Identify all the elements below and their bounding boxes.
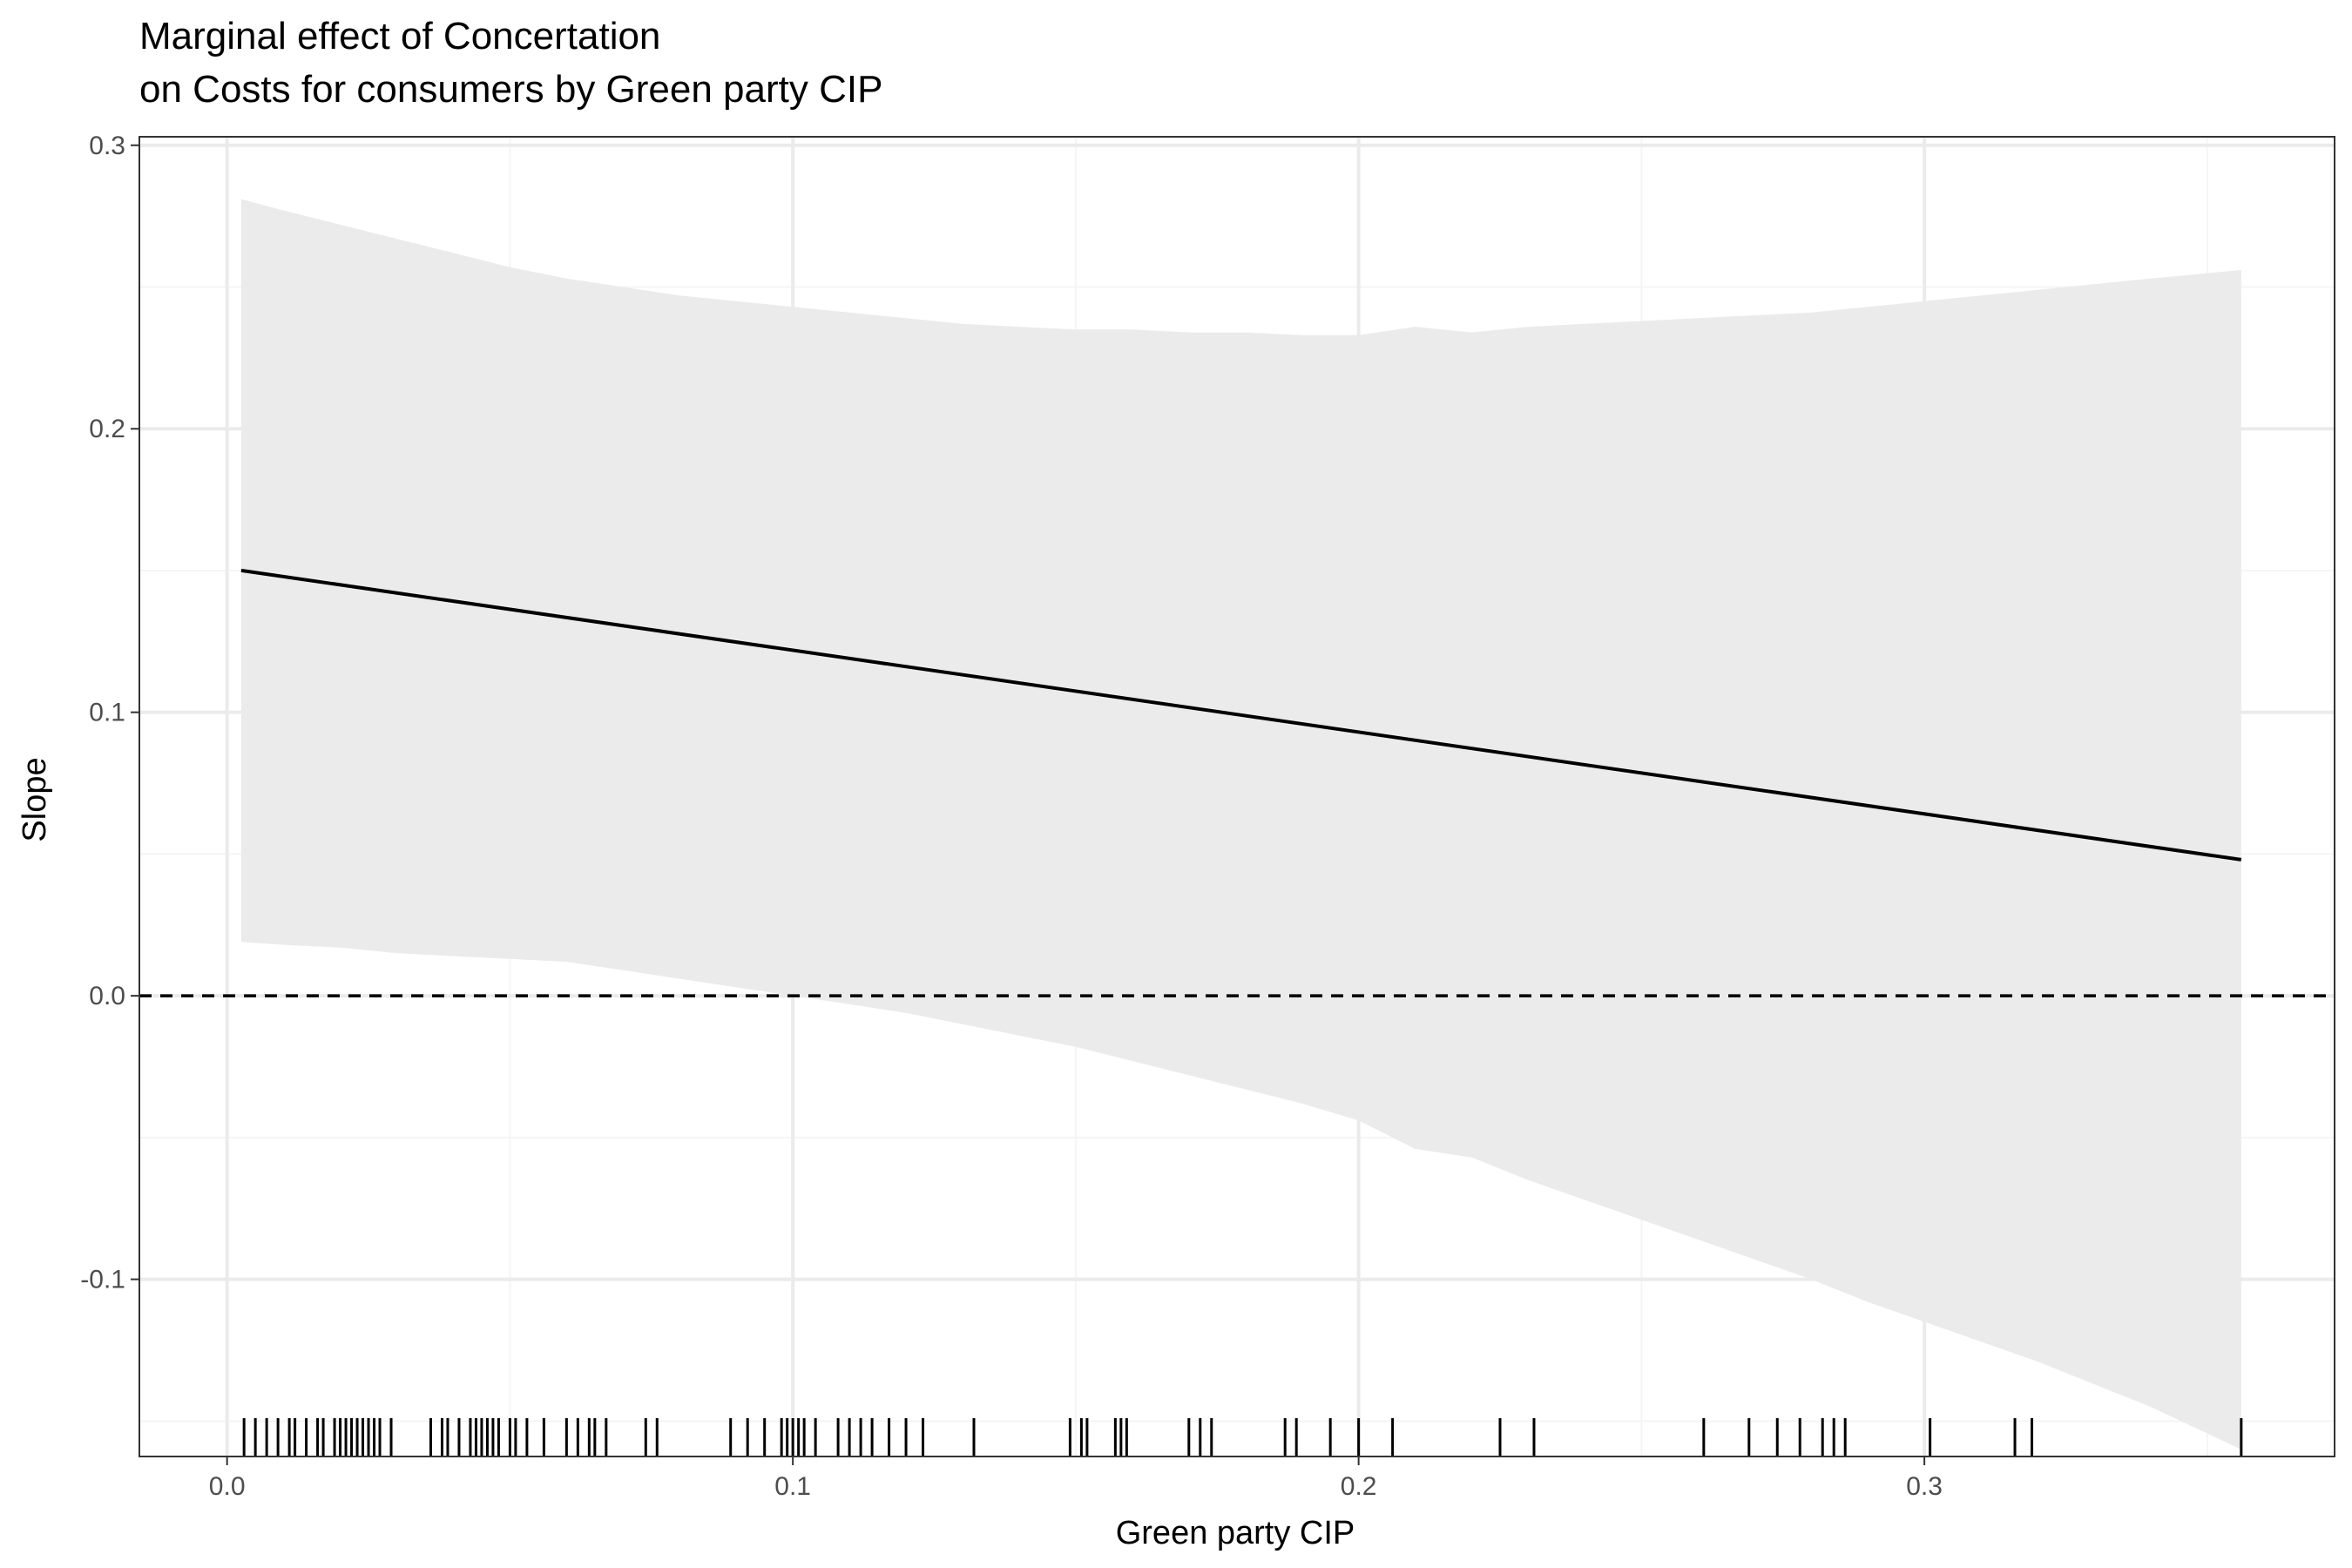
chart-subtitle: on Costs for consumers by Green party CI…	[139, 68, 882, 111]
y-tick-label: 0.1	[89, 699, 125, 727]
y-tick-label: 0.0	[89, 982, 125, 1010]
y-tick-label: 0.2	[89, 415, 125, 443]
rug-marks	[242, 1418, 2243, 1456]
y-tick-label: -0.1	[80, 1266, 125, 1294]
y-tick-label: 0.3	[89, 132, 125, 160]
x-tick-label: 0.0	[209, 1472, 246, 1501]
chart-title: Marginal effect of Concertation	[139, 15, 660, 57]
marginal-effect-line	[240, 568, 2242, 862]
y-axis-title: Slope	[17, 757, 53, 841]
x-axis-title: Green party CIP	[1116, 1515, 1355, 1551]
confidence-band	[240, 199, 2241, 1450]
x-tick-label: 0.2	[1341, 1472, 1377, 1501]
panel-border	[139, 136, 2335, 1457]
x-tick-label: 0.1	[774, 1472, 811, 1501]
x-tick-label: 0.3	[1906, 1472, 1943, 1501]
y-axis: -0.1 0.0 0.1 0.2 0.3	[80, 132, 139, 1294]
x-axis: 0.0 0.1 0.2 0.3	[209, 1456, 1943, 1501]
